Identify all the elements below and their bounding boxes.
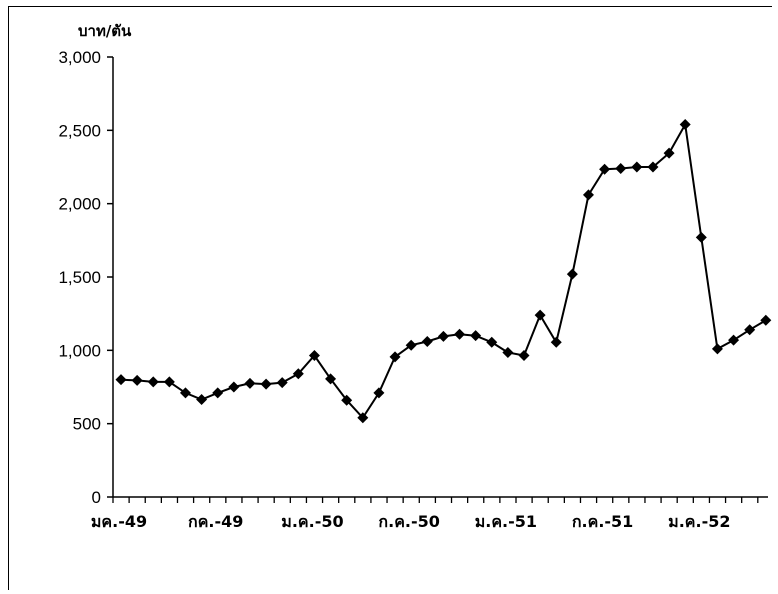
x-tick-label: ม.ค.-50 bbox=[281, 512, 343, 531]
data-point-marker bbox=[405, 339, 417, 351]
data-point-marker bbox=[550, 336, 562, 348]
data-point-marker bbox=[728, 334, 740, 346]
data-point-marker bbox=[744, 324, 756, 336]
y-tick-label: 500 bbox=[73, 415, 101, 434]
data-point-marker bbox=[518, 349, 530, 361]
data-point-marker bbox=[196, 393, 208, 405]
data-point-marker bbox=[582, 189, 594, 201]
series-line bbox=[120, 121, 767, 420]
y-tick-label: 2,500 bbox=[58, 121, 101, 140]
data-point-marker bbox=[421, 336, 433, 348]
data-point-marker bbox=[292, 368, 304, 380]
data-point-marker bbox=[647, 161, 659, 173]
data-point-marker bbox=[599, 163, 611, 175]
data-point-marker bbox=[163, 376, 175, 388]
x-tick-label: ก.ค.-50 bbox=[378, 512, 439, 531]
y-tick-label: 2,000 bbox=[58, 195, 101, 214]
data-point-marker bbox=[679, 118, 691, 130]
chart-frame bbox=[8, 6, 772, 590]
x-tick-label: ม.ค.-51 bbox=[475, 512, 537, 531]
data-point-marker bbox=[325, 373, 337, 385]
y-tick-label: 3,000 bbox=[58, 48, 101, 67]
x-tick-label: ม.ค.-52 bbox=[668, 512, 730, 531]
data-point-marker bbox=[115, 374, 127, 386]
y-axis: 0 500 1,000 1,500 2,000 2,500 3,000 bbox=[58, 48, 114, 507]
data-point-marker bbox=[566, 268, 578, 280]
data-point-marker bbox=[389, 351, 401, 363]
data-point-marker bbox=[615, 162, 627, 174]
y-tick-label: 1,000 bbox=[58, 341, 101, 360]
data-point-marker bbox=[373, 387, 385, 399]
data-point-marker bbox=[179, 387, 191, 399]
data-point-marker bbox=[454, 328, 466, 340]
data-point-marker bbox=[276, 377, 288, 389]
data-point-marker bbox=[308, 349, 320, 361]
data-point-marker bbox=[760, 314, 772, 326]
y-tick-label: 1,500 bbox=[58, 268, 101, 287]
x-tick-label: ก.ค.-51 bbox=[572, 512, 633, 531]
data-point-marker bbox=[470, 330, 482, 342]
data-point-marker bbox=[228, 381, 240, 393]
data-point-marker bbox=[147, 376, 159, 388]
x-tick-label: มค.-49 bbox=[91, 512, 147, 531]
data-point-marker bbox=[695, 231, 707, 243]
data-point-marker bbox=[711, 343, 723, 355]
y-tick-label: 0 bbox=[92, 488, 101, 507]
data-point-marker bbox=[131, 374, 143, 386]
data-point-marker bbox=[260, 378, 272, 390]
data-point-marker bbox=[663, 147, 675, 159]
data-point-marker bbox=[437, 330, 449, 342]
data-point-marker bbox=[486, 336, 498, 348]
data-point-marker bbox=[341, 394, 353, 406]
data-point-marker bbox=[357, 412, 369, 424]
x-axis: มค.-49 กค.-49 ม.ค.-50 ก.ค.-50 ม.ค.-51 ก.ค.-51… bbox=[91, 496, 768, 531]
y-axis-unit-label: บาท/ตัน bbox=[78, 22, 132, 40]
data-point-marker bbox=[212, 387, 224, 399]
data-point-marker bbox=[502, 347, 514, 359]
series-price bbox=[115, 118, 772, 424]
data-point-marker bbox=[534, 309, 546, 321]
data-point-marker bbox=[244, 377, 256, 389]
x-tick-label: กค.-49 bbox=[188, 512, 243, 531]
data-point-marker bbox=[631, 161, 643, 173]
